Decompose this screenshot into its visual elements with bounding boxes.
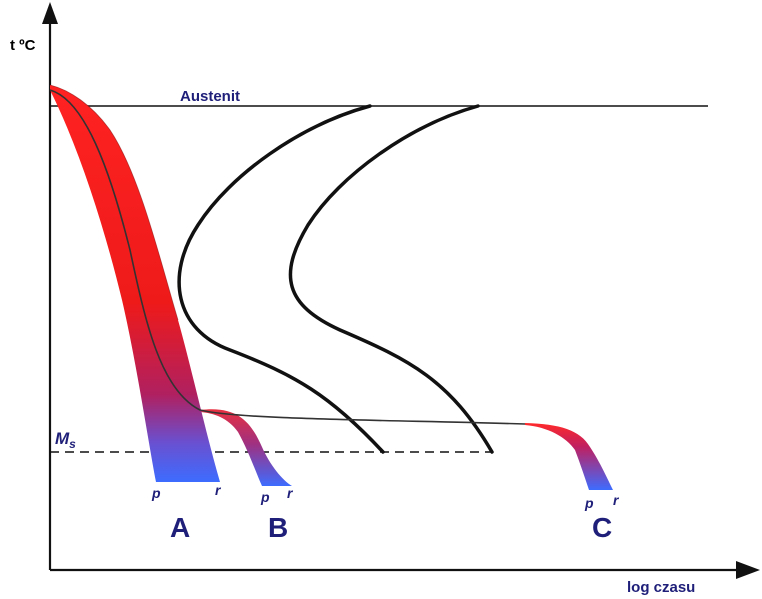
cooling-curve-long bbox=[49, 89, 526, 425]
austenite-label: Austenit bbox=[180, 88, 240, 105]
label-r-C: r bbox=[613, 492, 620, 508]
label-r-A: r bbox=[215, 482, 222, 498]
label-p-A: p bbox=[151, 485, 161, 501]
x-axis-arrow bbox=[736, 561, 760, 579]
cooling-band-B bbox=[200, 409, 292, 486]
label-p-C: p bbox=[584, 495, 594, 511]
band-A-edge bbox=[49, 84, 179, 321]
label-r-B: r bbox=[287, 485, 294, 501]
curve-label-C: C bbox=[592, 512, 612, 543]
ms-label: Ms bbox=[55, 429, 76, 451]
cooling-band-A bbox=[50, 85, 220, 482]
axes bbox=[42, 2, 760, 579]
curve-label-A: A bbox=[170, 512, 190, 543]
cooling-band-C bbox=[525, 423, 613, 490]
start-curve bbox=[177, 104, 385, 454]
finish-curve bbox=[288, 104, 494, 454]
x-axis-label: log czasu bbox=[627, 579, 695, 596]
y-axis-arrow bbox=[42, 2, 58, 24]
label-p-B: p bbox=[260, 489, 270, 505]
curve-label-B: B bbox=[268, 512, 288, 543]
y-axis-label: t ºC bbox=[10, 37, 36, 54]
